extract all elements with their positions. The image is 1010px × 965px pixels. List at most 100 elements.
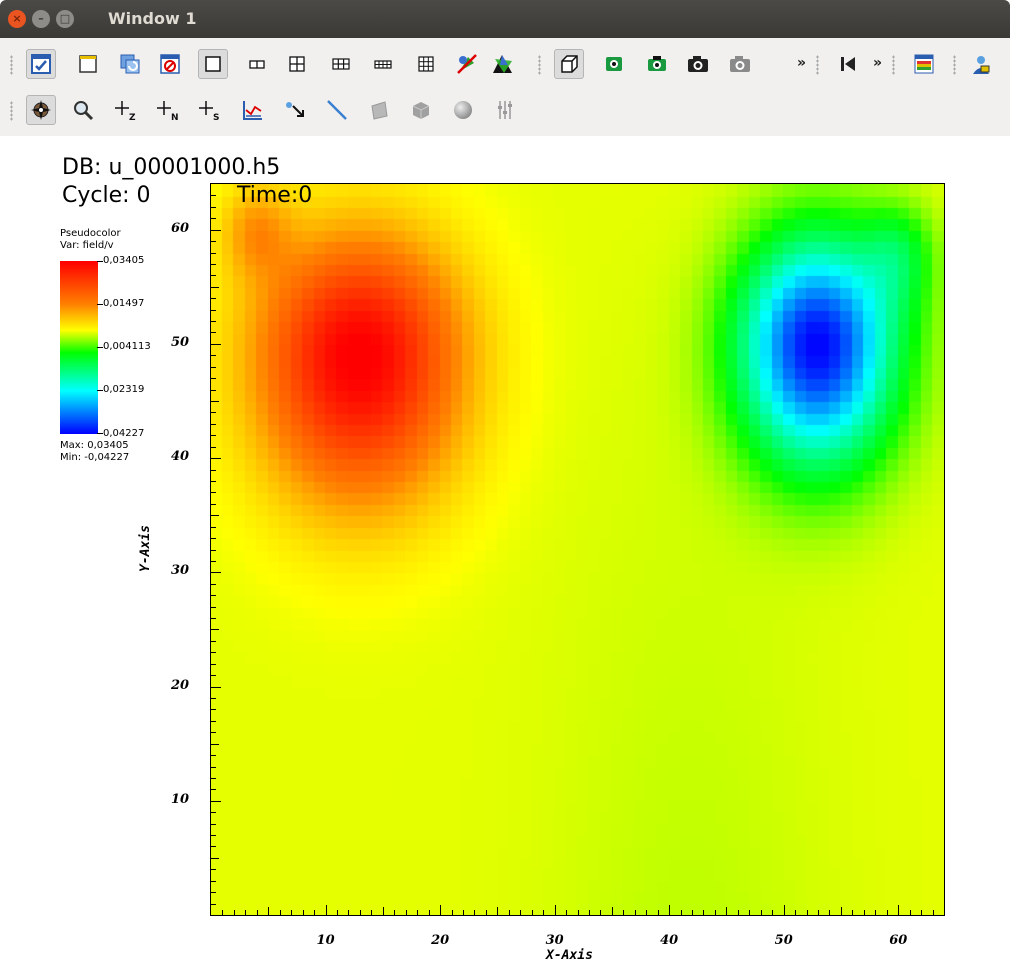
layout-3x3-icon[interactable]	[411, 49, 441, 79]
toolbar-grip[interactable]	[816, 55, 819, 75]
camera-icon[interactable]	[683, 49, 713, 79]
y-axis-tick	[211, 881, 216, 882]
x-axis-tick	[841, 907, 842, 915]
box-icon[interactable]	[406, 95, 436, 125]
y-axis-title: Y-Axis	[137, 525, 153, 572]
layout-2x3-icon[interactable]	[326, 49, 356, 79]
y-axis-tick	[211, 355, 216, 356]
x-axis-tick	[646, 910, 647, 915]
plane-icon[interactable]	[364, 95, 394, 125]
x-axis-tick	[394, 910, 395, 915]
navigate-icon[interactable]	[26, 95, 56, 125]
line-icon[interactable]	[322, 95, 352, 125]
zone-pick-subscript: Z	[129, 113, 136, 123]
y-axis-tick	[211, 652, 216, 653]
y-axis-tick	[211, 264, 216, 265]
x-axis-tick	[429, 910, 430, 915]
colorbar-tick-marks	[97, 261, 103, 434]
toolbar-grip[interactable]	[892, 55, 895, 75]
layout-1x2-icon[interactable]	[242, 49, 272, 79]
camera-gray-icon[interactable]	[725, 49, 755, 79]
maximize-window-button[interactable]: □	[56, 10, 74, 28]
close-window-button[interactable]: ×	[8, 10, 26, 28]
sliders-icon[interactable]	[490, 95, 520, 125]
x-axis-tick-label: 20	[431, 933, 450, 948]
x-axis-tick	[807, 910, 808, 915]
x-axis-tick	[703, 910, 704, 915]
y-axis-tick	[211, 904, 216, 905]
y-axis-tick	[211, 275, 216, 276]
legend-plot-type: Pseudocolor	[60, 228, 121, 239]
clear-window-icon[interactable]	[155, 49, 185, 79]
y-axis-tick	[211, 367, 216, 368]
x-axis-tick	[910, 910, 911, 915]
x-axis-tick	[887, 910, 888, 915]
x-axis-tick-label: 10	[316, 933, 335, 948]
lock-view-icon[interactable]	[452, 49, 482, 79]
x-axis-tick	[692, 910, 693, 915]
y-axis-tick	[211, 892, 216, 893]
y-axis-tick	[211, 424, 216, 425]
x-axis-title: X-Axis	[546, 948, 593, 963]
toolbar-grip[interactable]	[10, 55, 13, 75]
layout-1x1-icon[interactable]	[198, 49, 228, 79]
x-axis-tick-label: 30	[545, 933, 564, 948]
more-tools-button[interactable]: »	[797, 55, 807, 71]
x-axis-tick	[486, 910, 487, 915]
y-axis-tick	[211, 846, 216, 847]
y-axis-tick	[211, 618, 216, 619]
navigate-mode-icon[interactable]	[599, 49, 629, 79]
spreadsheet-pick-icon[interactable]: S	[194, 95, 224, 125]
y-axis-tick	[211, 481, 216, 482]
pick-arrow-icon[interactable]	[280, 95, 310, 125]
toolbar-grip[interactable]	[953, 55, 956, 75]
spin-mode-icon[interactable]	[488, 49, 518, 79]
user-icon[interactable]	[966, 49, 996, 79]
lineout-icon[interactable]	[238, 95, 268, 125]
y-axis-tick	[211, 767, 216, 768]
y-axis-tick	[211, 310, 216, 311]
window-title: Window 1	[108, 9, 197, 28]
toolbar-grip[interactable]	[10, 101, 13, 121]
perspective-box-icon[interactable]	[554, 49, 584, 79]
sphere-icon[interactable]	[448, 95, 478, 125]
toolbar-row-1: » »	[0, 44, 1010, 86]
x-axis-tick	[726, 907, 727, 915]
x-axis-tick	[578, 910, 579, 915]
y-axis-tick	[211, 675, 216, 676]
y-axis-tick	[211, 287, 219, 288]
toolbar-grip[interactable]	[538, 55, 541, 75]
y-axis-tick	[211, 401, 219, 402]
pseudocolor-heatmap[interactable]	[211, 184, 944, 915]
y-axis-tick	[211, 561, 216, 562]
y-axis-tick-label: 20	[171, 677, 190, 693]
active-window-icon[interactable]	[26, 49, 56, 79]
layout-2x4-icon[interactable]	[368, 49, 398, 79]
more-animation-button[interactable]: »	[873, 55, 883, 71]
y-axis-tick	[211, 298, 216, 299]
y-axis-tick	[211, 253, 216, 254]
new-window-icon[interactable]	[73, 49, 103, 79]
node-pick-icon[interactable]: N	[152, 95, 182, 125]
x-axis-tick	[623, 910, 624, 915]
animation-step-back-icon[interactable]	[832, 49, 862, 79]
x-axis-tick	[417, 910, 418, 915]
title-bar: × – □ Window 1	[0, 0, 1010, 38]
x-axis-tick	[452, 910, 453, 915]
color-table-icon[interactable]	[909, 49, 939, 79]
toolbar-area: » » Z N S	[0, 38, 1010, 136]
zone-pick-icon[interactable]: Z	[110, 95, 140, 125]
y-axis-tick	[211, 207, 216, 208]
layout-2x2-icon[interactable]	[282, 49, 312, 79]
zoom-icon[interactable]	[68, 95, 98, 125]
x-axis-tick	[406, 910, 407, 915]
y-axis-tick	[211, 869, 216, 870]
y-axis-tick	[211, 470, 216, 471]
x-axis-tick	[371, 910, 372, 915]
save-image-icon[interactable]	[642, 49, 672, 79]
copy-window-icon[interactable]	[115, 49, 145, 79]
x-axis-tick	[749, 910, 750, 915]
minimize-window-button[interactable]: –	[32, 10, 50, 28]
node-pick-subscript: N	[171, 113, 179, 123]
x-axis-tick	[497, 907, 498, 915]
